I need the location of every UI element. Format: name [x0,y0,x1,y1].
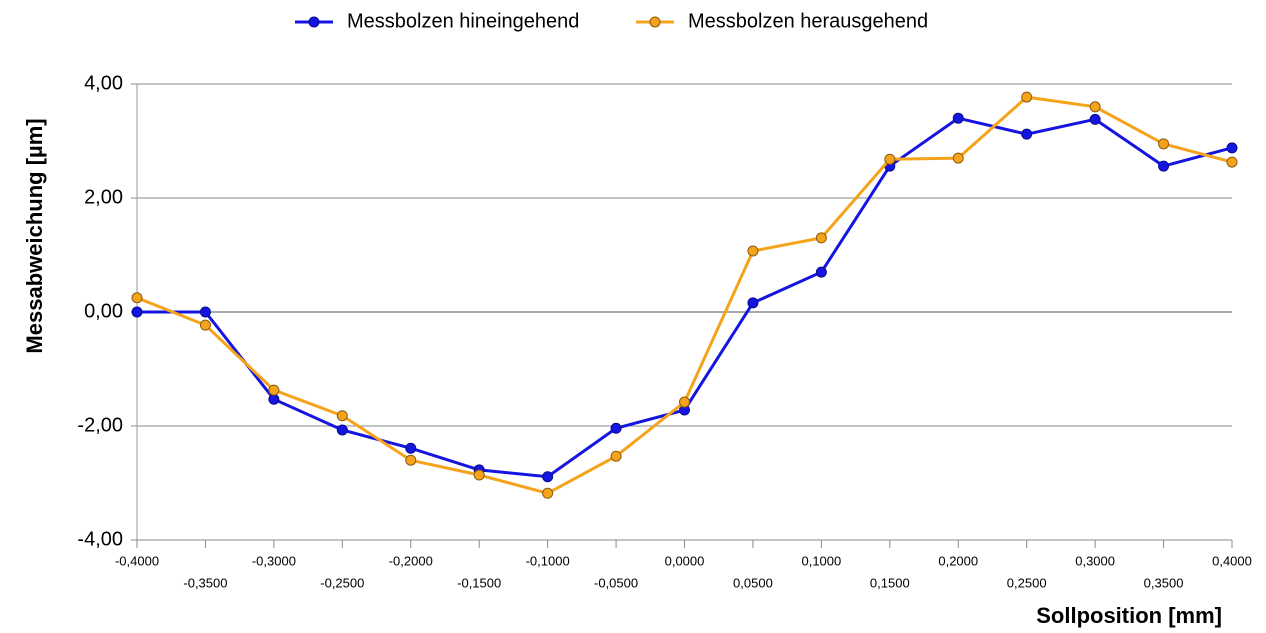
x-tick-label: 0,1000 [801,553,841,568]
data-point [747,245,759,257]
data-point [336,424,348,436]
x-tick-label: -0,1000 [526,553,570,568]
data-point [405,442,417,454]
x-tick-label: 0,2000 [938,553,978,568]
data-point [1226,142,1238,154]
data-point [1021,91,1033,103]
data-point [952,152,964,164]
x-tick-label: -0,1500 [457,575,501,590]
data-point [1226,156,1238,168]
y-axis-title: Messabweichung [µm] [22,118,47,353]
x-axis-title: Sollposition [mm] [1036,603,1222,628]
data-point [1089,101,1101,113]
x-tick-label: -0,2500 [320,575,364,590]
x-tick-label: 0,1500 [870,575,910,590]
data-point [542,471,554,483]
x-tick-label: -0,2000 [389,553,433,568]
y-tick-label: -4,00 [77,528,123,550]
x-tick-label: -0,0500 [594,575,638,590]
data-point [199,319,211,331]
data-point [610,450,622,462]
data-point [336,410,348,422]
legend-label: Messbolzen herausgehend [688,10,928,32]
data-point [1089,113,1101,125]
x-tick-label: 0,3500 [1144,575,1184,590]
legend-marker [308,16,320,28]
data-point [473,469,485,481]
x-tick-label: 0,4000 [1212,553,1252,568]
data-point [679,396,690,408]
series-line [137,116,1233,479]
data-point [884,153,896,165]
data-point [542,487,554,499]
x-tick-label: 0,0500 [733,575,773,590]
y-tick-label: 2,00 [84,186,123,208]
x-tick-label: -0,3000 [252,553,296,568]
data-point [405,454,417,466]
data-point [815,232,827,244]
series-line [136,95,1233,495]
data-point [1158,138,1170,150]
x-tick-label: -0,3500 [183,575,227,590]
y-tick-label: 4,00 [84,72,123,94]
x-tick-label: 0,0000 [665,553,705,568]
data-point [815,266,827,278]
data-point [268,393,280,405]
y-tick-label: -2,00 [77,414,123,436]
x-tick-label: -0,4000 [115,553,159,568]
x-tick-label: 0,2500 [1007,575,1047,590]
y-tick-label: 0,00 [84,300,123,322]
data-point [1021,128,1033,140]
data-point [131,292,143,304]
data-point [1158,160,1170,172]
data-point [199,306,211,318]
legend-marker [649,16,661,28]
x-tick-label: 0,3000 [1075,553,1115,568]
data-point [131,306,143,318]
data-point [747,297,759,309]
legend-label: Messbolzen hineingehend [347,10,579,32]
data-point [268,384,280,396]
data-point [610,422,622,434]
data-point [952,112,964,124]
